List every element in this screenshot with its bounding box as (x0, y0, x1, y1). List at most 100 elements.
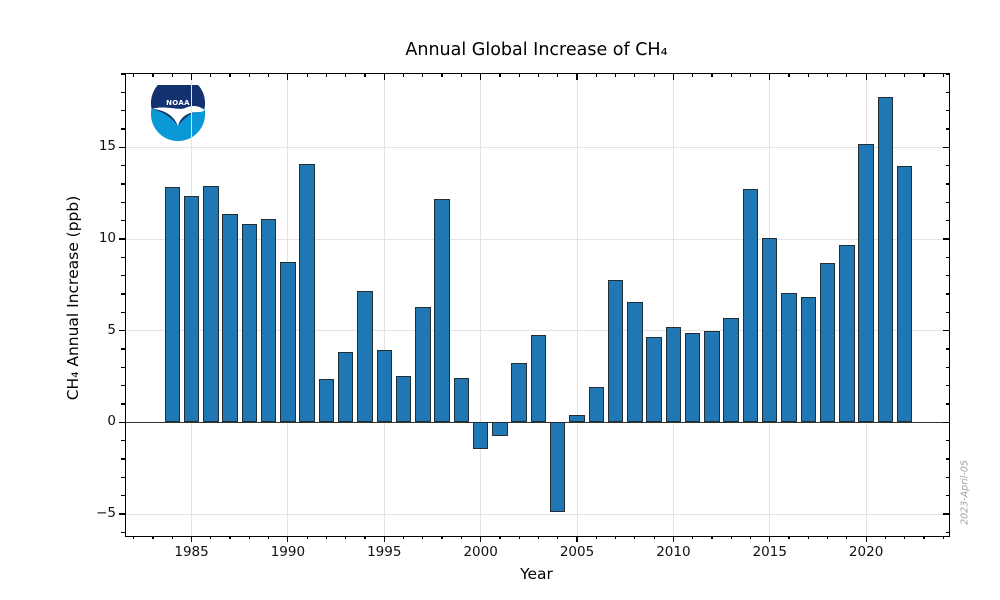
x-minor-tick (826, 536, 829, 540)
y-minor-tick (121, 110, 125, 112)
x-major-tick-top (672, 74, 674, 80)
x-major-tick (383, 536, 385, 542)
x-minor-tick (499, 536, 501, 540)
x-major-tick-top (576, 74, 578, 80)
y-minor-tick-right (945, 128, 949, 130)
x-tick-label: 2020 (848, 544, 884, 560)
y-minor-tick-right (945, 495, 949, 497)
bar-2016 (781, 292, 797, 423)
gridline-vertical (576, 74, 578, 536)
bar-2004 (550, 422, 566, 512)
bar-1984 (164, 186, 180, 423)
x-major-tick-top (769, 74, 771, 80)
x-minor-tick (730, 536, 732, 540)
y-minor-tick (121, 458, 125, 460)
x-minor-tick (402, 536, 405, 540)
y-minor-tick (121, 220, 125, 222)
x-major-tick-top (383, 74, 385, 80)
y-minor-tick-right (945, 348, 949, 350)
y-minor-tick-right (945, 531, 949, 533)
bar-1990 (280, 262, 296, 423)
bar-2011 (684, 332, 701, 423)
y-minor-tick (121, 403, 125, 405)
x-minor-tick (846, 536, 848, 540)
x-minor-tick-top (306, 74, 308, 78)
y-minor-tick-right (945, 110, 949, 112)
bar-1989 (260, 219, 277, 423)
bar-1995 (376, 349, 392, 423)
x-major-tick (769, 536, 771, 542)
x-minor-tick (884, 536, 886, 540)
bar-2006 (588, 386, 604, 423)
y-major-tick (118, 146, 125, 148)
y-minor-tick-right (945, 73, 949, 75)
bar-1997 (415, 307, 431, 423)
x-tick-label: 2000 (463, 544, 498, 560)
y-minor-tick (121, 73, 125, 75)
y-minor-tick (121, 183, 125, 185)
x-minor-tick-top (846, 74, 848, 78)
y-minor-tick-right (945, 366, 949, 368)
y-minor-tick-right (945, 403, 949, 405)
y-minor-tick (121, 531, 125, 533)
x-minor-tick-top (711, 74, 713, 78)
x-major-tick (480, 536, 482, 542)
gridline-horizontal (126, 238, 949, 240)
x-minor-tick-top (653, 74, 655, 78)
y-minor-tick (121, 476, 125, 478)
x-minor-tick (268, 536, 270, 540)
y-minor-tick-right (945, 458, 949, 460)
bar-2017 (800, 296, 816, 423)
bar-2015 (762, 238, 778, 423)
x-minor-tick (807, 536, 809, 540)
x-minor-tick-top (133, 74, 135, 78)
bar-2000 (472, 422, 489, 450)
x-major-tick (287, 536, 289, 542)
x-minor-tick (749, 536, 752, 540)
gridline-horizontal (126, 330, 949, 332)
x-minor-tick-top (345, 74, 347, 78)
x-minor-tick-top (364, 74, 366, 78)
y-major-tick-right (943, 513, 949, 515)
x-minor-tick (595, 536, 597, 540)
y-major-tick-right (943, 330, 949, 332)
y-tick-label: 10 (98, 230, 116, 246)
bar-1996 (395, 376, 412, 423)
bar-1999 (453, 378, 470, 423)
y-minor-tick (121, 201, 125, 203)
y-major-tick-right (943, 146, 949, 148)
bar-2018 (819, 262, 836, 423)
gridline-vertical (672, 74, 674, 536)
x-minor-tick (171, 536, 173, 540)
y-minor-tick-right (945, 385, 949, 387)
bar-2012 (704, 330, 720, 423)
x-minor-tick (306, 536, 308, 540)
x-minor-tick-top (248, 74, 250, 78)
x-minor-tick (152, 536, 154, 540)
x-minor-tick-top (904, 74, 906, 78)
x-minor-tick-top (499, 74, 501, 78)
y-minor-tick-right (945, 220, 949, 222)
y-major-tick (118, 238, 125, 240)
x-minor-tick-top (229, 74, 231, 78)
x-major-tick-top (480, 74, 482, 80)
bar-2020 (858, 144, 874, 423)
y-minor-tick (121, 293, 125, 295)
bar-2005 (569, 415, 585, 423)
y-minor-tick (121, 366, 125, 368)
x-minor-tick (942, 536, 944, 540)
x-minor-tick (460, 536, 462, 540)
y-minor-tick-right (945, 293, 949, 295)
y-tick-label: 0 (107, 413, 116, 430)
x-minor-tick (422, 536, 424, 540)
x-minor-tick (325, 536, 328, 540)
y-major-tick-right (943, 238, 949, 240)
x-major-tick (576, 536, 578, 542)
gridline-vertical (480, 74, 482, 536)
x-minor-tick-top (788, 74, 790, 78)
bar-2003 (530, 334, 547, 423)
x-minor-tick (248, 536, 250, 540)
y-major-tick (118, 421, 125, 423)
x-minor-tick (711, 536, 713, 540)
